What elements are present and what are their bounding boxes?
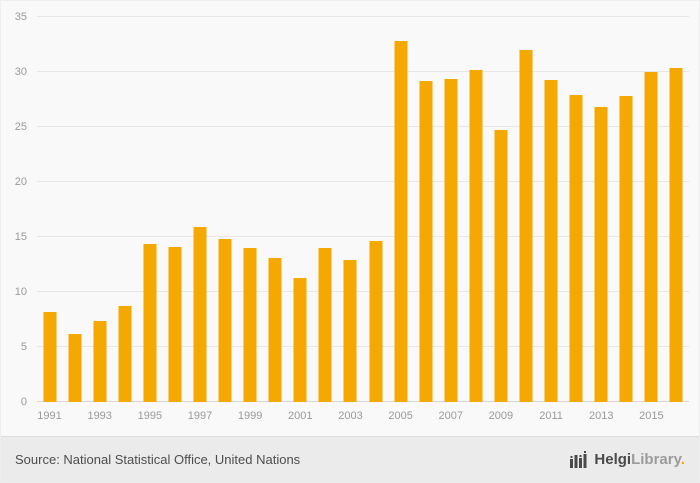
gridline-5 <box>37 346 689 347</box>
bar-2010[interactable] <box>519 50 533 402</box>
bar-1996[interactable] <box>168 246 182 402</box>
footer: Source: National Statistical Office, Uni… <box>1 436 699 482</box>
x-tick-label-2013: 2013 <box>588 410 614 422</box>
logo-dot: . <box>680 450 685 468</box>
x-tick-label-2007: 2007 <box>438 410 464 422</box>
logo-text-secondary: Library <box>631 450 681 468</box>
x-tick-label-2001: 2001 <box>288 410 313 422</box>
x-tick-label-2009: 2009 <box>488 410 514 422</box>
bar-1992[interactable] <box>68 333 82 402</box>
gridline-20 <box>37 181 689 182</box>
y-tick-label-0: 0 <box>20 396 27 408</box>
bar-1993[interactable] <box>93 320 107 402</box>
bar-2014[interactable] <box>619 96 633 402</box>
plot-area <box>37 16 689 402</box>
x-axis: 1991 1993 1995 1997 1999 2001 2003 2005 2007 2009… <box>37 408 689 424</box>
gridline-30 <box>37 71 689 72</box>
y-tick-label-30: 30 <box>14 66 27 78</box>
bar-1998[interactable] <box>218 239 232 402</box>
bar-2001[interactable] <box>293 277 307 402</box>
y-tick-label-35: 35 <box>14 11 27 23</box>
y-tick-label-10: 10 <box>14 286 27 299</box>
bar-2016[interactable] <box>669 67 683 402</box>
x-tick-label-1993: 1993 <box>87 410 112 422</box>
bar-2012[interactable] <box>569 95 583 402</box>
logo-text-primary: Helgi <box>594 450 632 468</box>
bar-2003[interactable] <box>343 260 357 402</box>
bar-2002[interactable] <box>318 248 332 402</box>
x-tick-label-1997: 1997 <box>187 410 213 422</box>
bar-2005[interactable] <box>394 41 408 402</box>
bar-2013[interactable] <box>594 107 608 402</box>
bar-1997[interactable] <box>193 227 207 402</box>
gridline-15 <box>37 236 689 237</box>
bar-chart-logo-icon <box>570 451 587 468</box>
helgi-library-logo[interactable]: HelgiLibrary. <box>569 451 685 468</box>
bar-2007[interactable] <box>444 78 458 402</box>
bar-2000[interactable] <box>268 257 282 402</box>
y-axis: 0 5 10 15 20 25 30 35 <box>1 11 31 408</box>
bar-2008[interactable] <box>469 69 483 402</box>
x-tick-label-2005: 2005 <box>388 410 413 422</box>
source-text: Source: National Statistical Office, Uni… <box>15 452 301 467</box>
gridline-35 <box>37 16 689 17</box>
x-tick-label-2015: 2015 <box>639 410 664 422</box>
gridline-0 <box>37 401 689 402</box>
x-tick-label-1991: 1991 <box>37 410 62 422</box>
bar-2009[interactable] <box>494 130 508 402</box>
bar-2011[interactable] <box>544 79 558 402</box>
bar-1999[interactable] <box>243 248 257 402</box>
gridline-25 <box>37 126 689 127</box>
bar-1995[interactable] <box>143 243 157 402</box>
bar-chart: 0 5 10 15 20 25 30 35 1991 1993 1995 1997 1999 2001 2… <box>1 1 699 436</box>
bar-2006[interactable] <box>419 80 433 402</box>
gridline-10 <box>37 291 689 292</box>
y-tick-label-25: 25 <box>14 121 27 133</box>
y-tick-label-5: 5 <box>20 341 27 354</box>
y-tick-label-15: 15 <box>14 231 27 243</box>
y-tick-label-20: 20 <box>14 176 27 189</box>
bar-2004[interactable] <box>369 241 383 402</box>
bar-2015[interactable] <box>644 72 658 402</box>
x-tick-label-1995: 1995 <box>137 410 163 422</box>
x-tick-label-2011: 2011 <box>539 410 563 422</box>
logo-text: HelgiLibrary. <box>594 450 685 468</box>
bar-1994[interactable] <box>118 306 132 402</box>
bar-1991[interactable] <box>43 311 57 402</box>
x-tick-label-1999: 1999 <box>237 410 263 422</box>
x-tick-label-2003: 2003 <box>338 410 363 422</box>
